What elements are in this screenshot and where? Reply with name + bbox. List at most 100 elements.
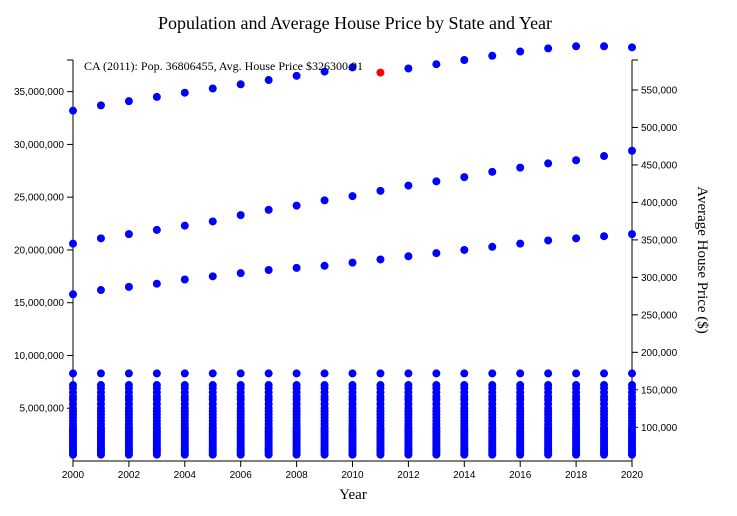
data-point[interactable] [264, 450, 273, 459]
data-point[interactable] [432, 450, 441, 459]
data-point[interactable] [516, 47, 525, 56]
data-point[interactable] [152, 92, 161, 101]
data-point[interactable] [124, 450, 133, 459]
data-point[interactable] [628, 450, 636, 459]
data-point[interactable] [544, 236, 553, 245]
data-point[interactable] [208, 450, 217, 459]
data-point[interactable] [264, 265, 273, 274]
data-point[interactable] [572, 156, 581, 165]
data-point[interactable] [152, 369, 161, 378]
data-point[interactable] [460, 173, 469, 182]
data-point[interactable] [460, 369, 469, 378]
data-point[interactable] [460, 245, 469, 254]
data-point[interactable] [544, 159, 553, 168]
data-point[interactable] [460, 450, 469, 459]
data-point[interactable] [96, 450, 105, 459]
data-point[interactable] [628, 146, 636, 155]
data-point[interactable] [628, 369, 636, 378]
data-point[interactable] [208, 217, 217, 226]
data-point[interactable] [96, 234, 105, 243]
data-point[interactable] [516, 239, 525, 248]
data-point[interactable] [376, 369, 385, 378]
data-point[interactable] [432, 177, 441, 186]
data-point[interactable] [236, 450, 245, 459]
data-point[interactable] [124, 97, 133, 106]
data-point[interactable] [376, 186, 385, 195]
data-point[interactable] [488, 369, 497, 378]
data-point[interactable] [69, 369, 77, 378]
data-point[interactable] [432, 369, 441, 378]
data-point[interactable] [628, 230, 636, 239]
data-point[interactable] [124, 369, 133, 378]
data-point[interactable] [180, 369, 189, 378]
data-point[interactable] [264, 369, 273, 378]
data-point[interactable] [292, 71, 301, 80]
data-point[interactable] [572, 42, 581, 51]
data-point[interactable] [208, 272, 217, 281]
data-point[interactable] [348, 63, 357, 72]
data-point[interactable] [69, 450, 77, 459]
data-point[interactable] [264, 76, 273, 85]
data-point[interactable] [600, 152, 609, 161]
data-point[interactable] [432, 60, 441, 69]
data-point[interactable] [348, 258, 357, 267]
data-point[interactable] [152, 450, 161, 459]
data-point[interactable] [69, 239, 77, 248]
data-point[interactable] [180, 221, 189, 230]
data-point[interactable] [320, 450, 329, 459]
data-point[interactable] [69, 290, 77, 299]
data-point[interactable] [404, 252, 413, 261]
data-point[interactable] [488, 242, 497, 251]
data-point[interactable] [600, 369, 609, 378]
data-point[interactable] [404, 64, 413, 73]
data-point[interactable] [628, 43, 636, 52]
data-point[interactable] [96, 286, 105, 295]
data-point[interactable] [404, 450, 413, 459]
data-point[interactable] [544, 44, 553, 53]
data-point[interactable] [292, 263, 301, 272]
data-point[interactable] [488, 167, 497, 176]
data-point[interactable] [572, 369, 581, 378]
data-point[interactable] [180, 275, 189, 284]
data-point[interactable] [236, 80, 245, 89]
data-point[interactable] [264, 205, 273, 214]
data-point[interactable] [516, 450, 525, 459]
data-point[interactable] [348, 450, 357, 459]
data-point[interactable] [404, 181, 413, 190]
data-point[interactable] [600, 232, 609, 241]
data-point[interactable] [572, 450, 581, 459]
data-point[interactable] [600, 42, 609, 51]
data-point[interactable] [544, 450, 553, 459]
data-point[interactable] [180, 450, 189, 459]
data-point[interactable] [516, 369, 525, 378]
data-point[interactable] [348, 369, 357, 378]
data-point[interactable] [124, 230, 133, 239]
data-point[interactable] [376, 255, 385, 264]
data-point[interactable] [376, 450, 385, 459]
data-point[interactable] [516, 163, 525, 172]
data-point[interactable] [124, 282, 133, 291]
data-point[interactable] [572, 234, 581, 243]
data-point[interactable] [544, 369, 553, 378]
data-point[interactable] [348, 192, 357, 201]
data-point[interactable] [460, 56, 469, 64]
data-point[interactable] [320, 196, 329, 205]
data-point[interactable] [292, 201, 301, 210]
data-point[interactable] [152, 225, 161, 234]
data-point[interactable] [600, 450, 609, 459]
data-point[interactable] [208, 369, 217, 378]
data-point[interactable] [69, 106, 77, 115]
highlighted-data-point[interactable] [376, 68, 385, 77]
data-point[interactable] [236, 211, 245, 220]
data-point[interactable] [320, 67, 329, 76]
data-point[interactable] [432, 249, 441, 258]
data-point[interactable] [404, 369, 413, 378]
data-point[interactable] [236, 369, 245, 378]
data-point[interactable] [488, 51, 497, 60]
data-point[interactable] [152, 279, 161, 288]
data-point[interactable] [292, 450, 301, 459]
data-point[interactable] [488, 450, 497, 459]
data-point[interactable] [320, 261, 329, 270]
data-point[interactable] [292, 369, 301, 378]
data-point[interactable] [96, 369, 105, 378]
